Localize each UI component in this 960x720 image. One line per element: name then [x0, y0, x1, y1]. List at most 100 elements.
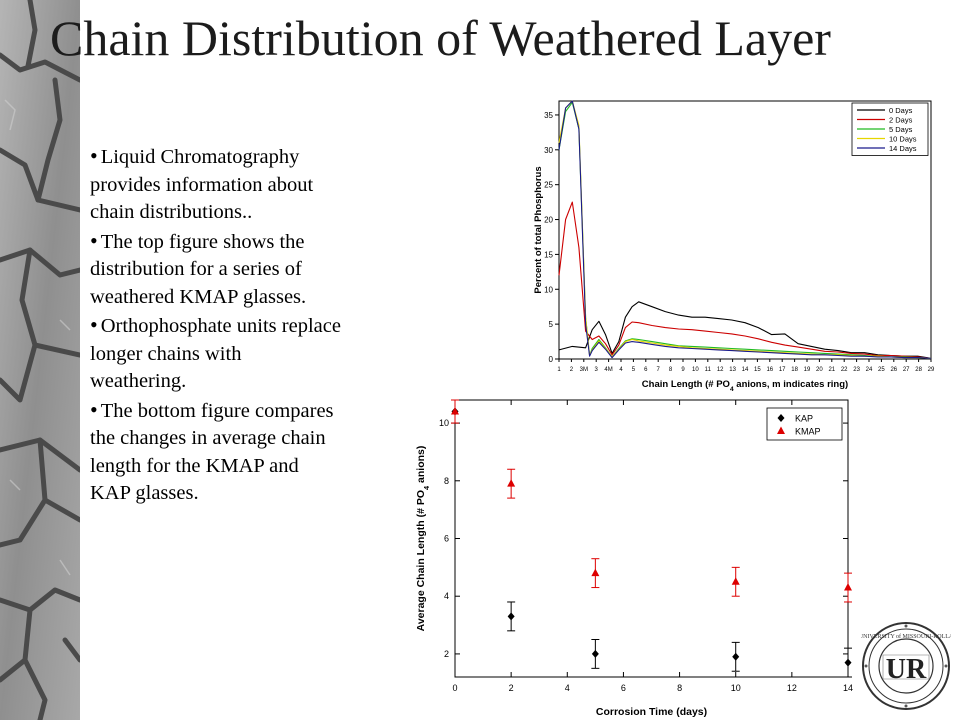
- data-point: [777, 414, 785, 422]
- slide-title: Chain Distribution of Weathered Layer: [50, 10, 831, 66]
- bullet-text: Liquid Chromatography provides informati…: [90, 146, 314, 223]
- x-tick-label: 12: [717, 367, 724, 373]
- y-tick-label: 0: [549, 355, 554, 364]
- legend-box: [766, 407, 843, 441]
- legend-label: KMAP: [795, 427, 821, 437]
- x-tick-label: 10: [692, 367, 699, 373]
- x-tick-label: 8: [677, 683, 682, 693]
- x-axis-label: Chain Length (# PO4 anions, m indicates …: [642, 379, 848, 393]
- series-line: [558, 301, 932, 359]
- x-tick-label: 3M: [580, 367, 588, 373]
- x-tick-label: 8: [669, 367, 673, 373]
- x-tick-label: 16: [766, 367, 773, 373]
- data-point: [591, 649, 599, 658]
- data-point: [507, 479, 516, 487]
- data-point: [591, 568, 600, 577]
- y-tick-label: 30: [544, 146, 553, 155]
- y-axis-label: Percent of total Phosphorus: [533, 166, 544, 293]
- x-tick-label: 12: [787, 683, 797, 693]
- bullet-dot: •: [90, 143, 98, 168]
- x-tick-label: 26: [890, 367, 897, 373]
- svg-text:UNIVERSITY of MISSOURI-ROLLA: UNIVERSITY of MISSOURI-ROLLA: [861, 633, 951, 640]
- x-tick-label: 4: [619, 367, 623, 373]
- plot-frame: [454, 399, 849, 678]
- university-seal-logo: UNIVERSITY of MISSOURI-ROLLA UR: [861, 622, 951, 710]
- decorative-stone-strip: [0, 0, 80, 720]
- legend-label: 0 Days: [889, 106, 913, 115]
- x-tick-label: 0: [452, 683, 457, 693]
- x-tick-label: 24: [866, 367, 873, 373]
- x-tick-label: 28: [915, 367, 922, 373]
- x-tick-label: 14: [843, 683, 853, 693]
- x-tick-label: 23: [853, 367, 860, 373]
- legend-label: 14 Days: [889, 144, 917, 153]
- y-tick-label: 2: [444, 649, 449, 659]
- x-tick-label: 17: [779, 367, 786, 373]
- legend-label: 2 Days: [889, 116, 913, 125]
- bullet-text: Orthophosphate units replace longer chai…: [90, 315, 341, 392]
- y-tick-label: 4: [444, 591, 449, 601]
- data-point: [844, 658, 852, 667]
- x-tick-label: 2: [509, 683, 514, 693]
- legend-label: KAP: [795, 414, 813, 424]
- x-tick-label: 13: [729, 367, 736, 373]
- y-tick-label: 10: [544, 285, 553, 294]
- x-tick-label: 20: [816, 367, 823, 373]
- series-line: [558, 100, 932, 359]
- x-tick-label: 1: [557, 367, 561, 373]
- legend-label: 5 Days: [889, 125, 913, 134]
- y-tick-label: 15: [544, 250, 553, 259]
- x-tick-label: 18: [791, 367, 798, 373]
- x-tick-label: 7: [657, 367, 661, 373]
- bullet-item: • The bottom figure compares the changes …: [90, 396, 342, 508]
- x-tick-label: 11: [705, 367, 712, 373]
- x-tick-label: 25: [878, 367, 885, 373]
- x-tick-label: 6: [621, 683, 626, 693]
- bullet-dot: •: [90, 396, 98, 422]
- bullet-item: • The top figure shows the distribution f…: [90, 227, 342, 312]
- stone-texture: [0, 0, 80, 720]
- bullet-dot: •: [90, 227, 98, 253]
- data-point: [732, 652, 740, 661]
- x-tick-label: 19: [804, 367, 811, 373]
- y-tick-label: 20: [544, 216, 553, 225]
- x-tick-label: 3: [595, 367, 599, 373]
- svg-text:UR: UR: [886, 654, 927, 685]
- y-tick-label: 5: [549, 320, 554, 329]
- x-tick-label: 21: [828, 367, 835, 373]
- bullet-item: • Orthophosphate units replace longer cha…: [90, 311, 342, 396]
- x-tick-label: 2: [570, 367, 574, 373]
- y-tick-label: 25: [544, 181, 553, 190]
- x-tick-label: 4: [565, 683, 570, 693]
- x-tick-label: 14: [742, 367, 749, 373]
- x-tick-label: 4M: [604, 367, 612, 373]
- data-point: [844, 583, 852, 591]
- y-tick-label: 35: [544, 111, 553, 120]
- x-tick-label: 9: [681, 367, 685, 373]
- bullet-dot: •: [90, 312, 98, 337]
- x-tick-label: 27: [903, 367, 910, 373]
- bullet-list: • Liquid Chromatography provides informat…: [90, 142, 342, 508]
- y-tick-label: 6: [444, 534, 449, 544]
- bullet-text: The top figure shows the distribution fo…: [90, 230, 307, 308]
- y-axis-label: Average Chain Length (# PO4 anions): [415, 446, 431, 632]
- legend-label: 10 Days: [889, 135, 917, 144]
- bullet-item: • Liquid Chromatography provides informat…: [90, 142, 342, 227]
- x-tick-label: 5: [632, 367, 636, 373]
- x-axis-label: Corrosion Time (days): [596, 706, 707, 718]
- x-tick-label: 15: [754, 367, 761, 373]
- x-tick-label: 10: [731, 683, 741, 693]
- x-tick-label: 6: [644, 367, 648, 373]
- x-tick-label: 29: [928, 367, 935, 373]
- data-point: [507, 612, 515, 621]
- data-point: [777, 426, 785, 434]
- series-line: [558, 201, 932, 359]
- x-tick-label: 22: [841, 367, 848, 373]
- bullet-text: The bottom figure compares the changes i…: [90, 399, 334, 505]
- data-point: [731, 577, 740, 585]
- y-tick-label: 8: [444, 476, 449, 486]
- data-point: [451, 407, 459, 415]
- y-tick-label: 10: [439, 418, 449, 428]
